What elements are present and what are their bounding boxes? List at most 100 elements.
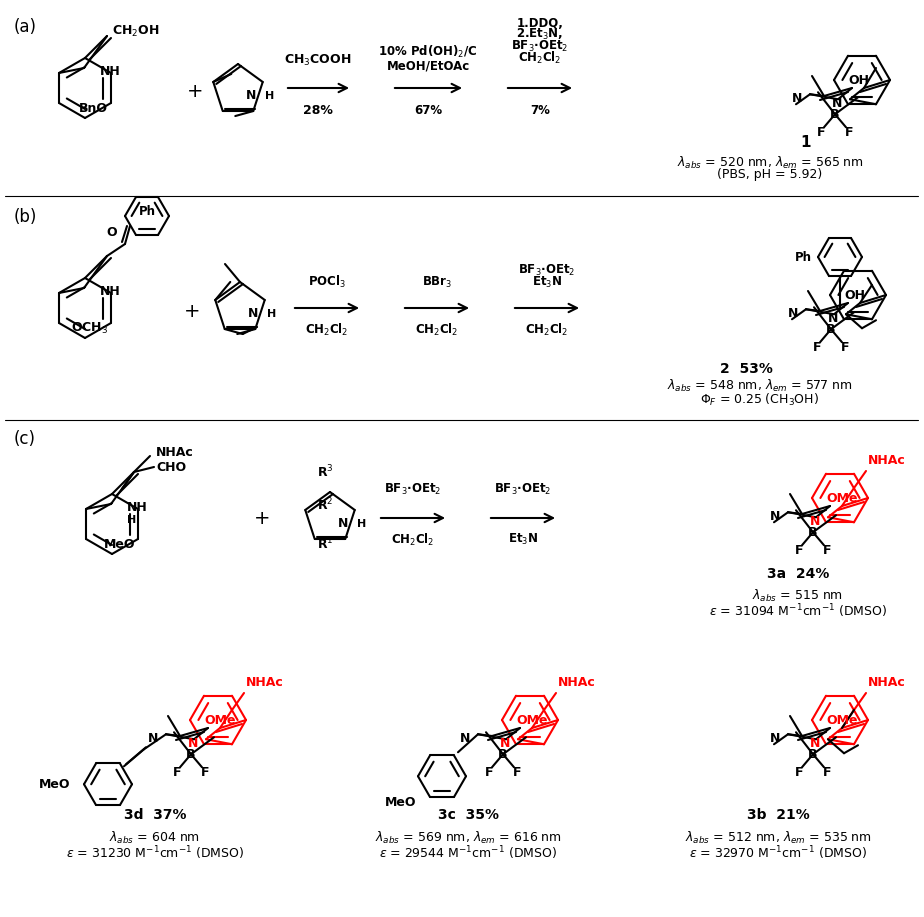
Text: NHAc: NHAc	[868, 454, 906, 467]
Text: CH$_2$Cl$_2$: CH$_2$Cl$_2$	[305, 322, 348, 338]
Text: R$^2$: R$^2$	[317, 497, 334, 514]
Text: Ph: Ph	[139, 204, 155, 217]
Text: $\lambda_{abs}$ = 515 nm: $\lambda_{abs}$ = 515 nm	[752, 588, 844, 604]
Text: R$^1$: R$^1$	[317, 536, 334, 552]
Text: H: H	[265, 91, 274, 101]
Text: MeO: MeO	[39, 778, 70, 790]
Text: F: F	[817, 126, 825, 138]
Text: R$^3$: R$^3$	[317, 463, 334, 480]
Text: N: N	[500, 736, 510, 750]
Text: H: H	[127, 515, 136, 525]
Text: N: N	[832, 97, 842, 110]
Text: BF$_3$·OEt$_2$: BF$_3$·OEt$_2$	[518, 263, 576, 278]
Text: F: F	[813, 341, 821, 354]
Text: N: N	[249, 307, 259, 320]
Text: B: B	[808, 525, 818, 539]
Text: NHAc: NHAc	[156, 446, 194, 458]
Text: 2  53%: 2 53%	[720, 362, 772, 376]
Text: CH$_3$COOH: CH$_3$COOH	[285, 53, 352, 68]
Text: (PBS, pH = 5.92): (PBS, pH = 5.92)	[717, 168, 822, 181]
Text: 2.Et$_3$N,: 2.Et$_3$N,	[517, 27, 564, 42]
Text: OMe: OMe	[516, 713, 548, 726]
Text: (a): (a)	[14, 18, 37, 36]
Text: CH$_2$Cl$_2$: CH$_2$Cl$_2$	[415, 322, 458, 338]
Text: +: +	[184, 302, 201, 321]
Text: N: N	[459, 732, 470, 745]
Text: 3d  37%: 3d 37%	[124, 808, 187, 822]
Text: N: N	[828, 312, 838, 325]
Text: F: F	[795, 544, 803, 557]
Text: 10% Pd(OH)$_2$/C: 10% Pd(OH)$_2$/C	[378, 44, 478, 60]
Text: H: H	[357, 519, 366, 529]
Text: NH: NH	[127, 501, 148, 514]
Text: OH: OH	[844, 289, 865, 302]
Text: O: O	[106, 226, 117, 238]
Text: N: N	[188, 736, 198, 750]
Text: 1.DDQ,: 1.DDQ,	[517, 17, 564, 30]
Text: F: F	[513, 766, 521, 779]
Text: OCH$_3$: OCH$_3$	[71, 320, 108, 336]
Text: $\lambda_{abs}$ = 569 nm, $\lambda_{em}$ = 616 nm: $\lambda_{abs}$ = 569 nm, $\lambda_{em}$…	[374, 830, 562, 846]
Text: $\lambda_{abs}$ = 512 nm, $\lambda_{em}$ = 535 nm: $\lambda_{abs}$ = 512 nm, $\lambda_{em}$…	[685, 830, 871, 846]
Text: MeO: MeO	[103, 537, 135, 550]
Text: $\varepsilon$ = 32970 M$^{-1}$cm$^{-1}$ (DMSO): $\varepsilon$ = 32970 M$^{-1}$cm$^{-1}$ …	[689, 844, 867, 862]
Text: +: +	[254, 509, 270, 527]
Text: BF$_3$·OEt$_2$: BF$_3$·OEt$_2$	[384, 482, 442, 497]
Text: BF$_3$·OEt$_2$: BF$_3$·OEt$_2$	[511, 39, 568, 54]
Text: MeO: MeO	[384, 796, 416, 809]
Text: OMe: OMe	[204, 713, 236, 726]
Text: F: F	[841, 341, 849, 354]
Text: NHAc: NHAc	[246, 676, 284, 689]
Text: N: N	[247, 90, 257, 103]
Text: Et$_3$N: Et$_3$N	[532, 275, 562, 290]
Text: $\lambda_{abs}$ = 520 nm, $\lambda_{em}$ = 565 nm: $\lambda_{abs}$ = 520 nm, $\lambda_{em}$…	[676, 155, 864, 171]
Text: Et$_3$N: Et$_3$N	[508, 532, 538, 547]
Text: F: F	[845, 126, 853, 138]
Text: $\varepsilon$ = 31230 M$^{-1}$cm$^{-1}$ (DMSO): $\varepsilon$ = 31230 M$^{-1}$cm$^{-1}$ …	[66, 844, 244, 862]
Text: $\Phi_F$ = 0.25 (CH$_3$OH): $\Phi_F$ = 0.25 (CH$_3$OH)	[700, 392, 820, 408]
Text: $\varepsilon$ = 29544 M$^{-1}$cm$^{-1}$ (DMSO): $\varepsilon$ = 29544 M$^{-1}$cm$^{-1}$ …	[379, 844, 557, 862]
Text: B: B	[831, 108, 840, 121]
Text: F: F	[201, 766, 209, 779]
Text: H: H	[267, 309, 276, 319]
Text: OMe: OMe	[826, 492, 857, 504]
Text: 67%: 67%	[414, 104, 442, 117]
Text: $\lambda_{abs}$ = 604 nm: $\lambda_{abs}$ = 604 nm	[110, 830, 201, 846]
Text: $\varepsilon$ = 31094 M$^{-1}$cm$^{-1}$ (DMSO): $\varepsilon$ = 31094 M$^{-1}$cm$^{-1}$ …	[709, 602, 887, 620]
Text: CH$_2$Cl$_2$: CH$_2$Cl$_2$	[391, 532, 434, 548]
Text: OH: OH	[848, 73, 869, 86]
Text: 3c  35%: 3c 35%	[437, 808, 499, 822]
Text: NH: NH	[100, 64, 121, 78]
Text: B: B	[826, 323, 835, 336]
Text: F: F	[822, 544, 832, 557]
Text: OMe: OMe	[826, 713, 857, 726]
Text: MeOH/EtOAc: MeOH/EtOAc	[386, 59, 469, 72]
Text: N: N	[809, 514, 820, 528]
Text: 3a  24%: 3a 24%	[767, 568, 829, 581]
Text: F: F	[485, 766, 493, 779]
Text: B: B	[187, 747, 196, 761]
Text: 3b  21%: 3b 21%	[747, 808, 809, 822]
Text: BBr$_3$: BBr$_3$	[422, 275, 452, 290]
Text: CH$_2$OH: CH$_2$OH	[112, 24, 160, 39]
Text: F: F	[822, 766, 832, 779]
Text: BnO: BnO	[79, 102, 108, 115]
Text: CH$_2$Cl$_2$: CH$_2$Cl$_2$	[518, 50, 562, 66]
Text: NHAc: NHAc	[868, 676, 906, 689]
Text: N: N	[809, 736, 820, 750]
Text: Ph: Ph	[795, 250, 812, 263]
Text: N: N	[770, 732, 780, 745]
Text: 1: 1	[800, 135, 810, 149]
Text: F: F	[173, 766, 181, 779]
Text: NHAc: NHAc	[558, 676, 596, 689]
Text: BF$_3$·OEt$_2$: BF$_3$·OEt$_2$	[494, 482, 552, 497]
Text: 28%: 28%	[303, 104, 333, 117]
Text: F: F	[795, 766, 803, 779]
Text: $\lambda_{abs}$ = 548 nm, $\lambda_{em}$ = 577 nm: $\lambda_{abs}$ = 548 nm, $\lambda_{em}$…	[667, 378, 853, 394]
Text: 7%: 7%	[530, 104, 550, 117]
Text: N: N	[792, 92, 802, 105]
Text: CH$_2$Cl$_2$: CH$_2$Cl$_2$	[526, 322, 568, 338]
Text: B: B	[498, 747, 508, 761]
Text: N: N	[787, 307, 798, 320]
Text: N: N	[338, 517, 348, 530]
